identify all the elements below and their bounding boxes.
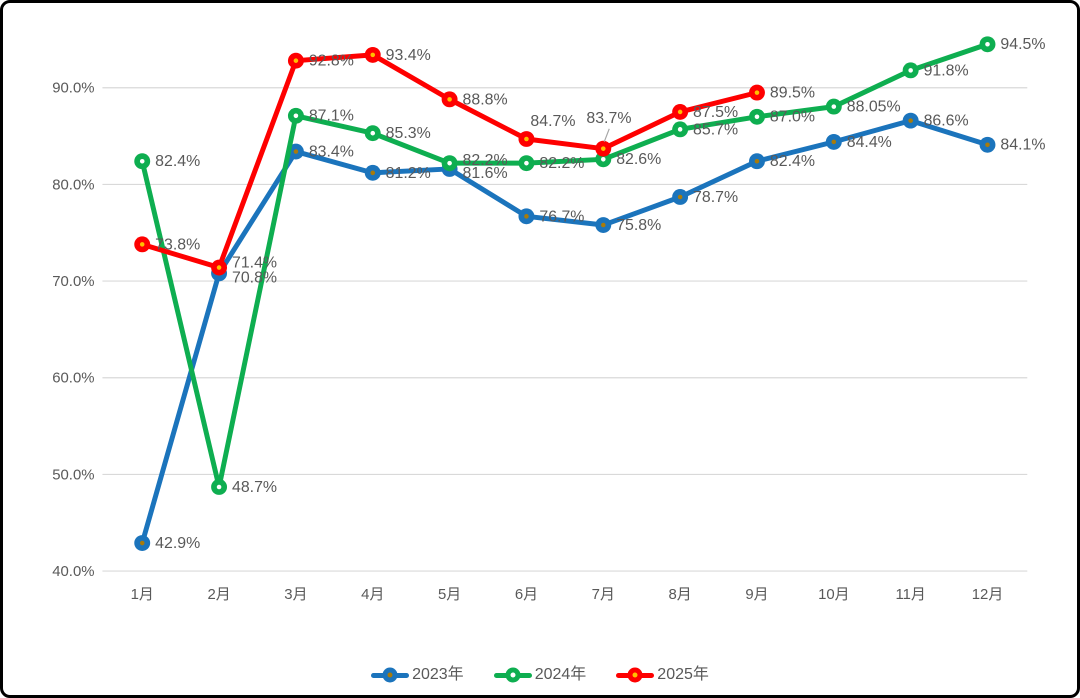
label-leader-line bbox=[603, 128, 610, 142]
data-point-label: 48.7% bbox=[232, 479, 277, 496]
data-point-label: 83.4% bbox=[309, 144, 354, 161]
x-axis-tick-label: 10月 bbox=[818, 587, 849, 603]
legend-item-2025年: 2025年 bbox=[616, 667, 709, 683]
data-point-marker-center bbox=[216, 265, 222, 270]
data-point-marker-center bbox=[524, 160, 529, 166]
data-point-marker-center bbox=[600, 157, 606, 162]
data-point-label: 83.7% bbox=[586, 110, 631, 127]
series-line-2024年 bbox=[139, 41, 990, 490]
data-point-label: 82.6% bbox=[616, 151, 661, 168]
data-point-label: 92.8% bbox=[309, 53, 354, 70]
data-point-marker-center bbox=[293, 58, 299, 63]
data-point-marker-center bbox=[754, 90, 760, 95]
data-point-marker-center bbox=[370, 52, 376, 58]
y-axis-tick-label: 40.0% bbox=[52, 564, 94, 580]
data-point-label: 84.7% bbox=[530, 113, 575, 130]
data-point-label: 76.7% bbox=[539, 208, 584, 225]
data-point-label: 82.4% bbox=[155, 153, 200, 170]
y-axis-tick-label: 60.0% bbox=[52, 371, 94, 387]
chart-legend: 2023年 2024年 2025年 bbox=[3, 667, 1077, 683]
data-point-label: 93.4% bbox=[386, 47, 431, 64]
data-point-marker-center bbox=[447, 160, 452, 166]
y-axis-tick-label: 90.0% bbox=[52, 81, 94, 97]
x-axis-tick-label: 9月 bbox=[745, 587, 768, 603]
data-point-label: 94.5% bbox=[1000, 36, 1045, 53]
legend-line-marker-icon bbox=[371, 667, 410, 683]
data-point-marker-center bbox=[370, 130, 376, 136]
legend-label: 2023年 bbox=[412, 666, 464, 683]
x-axis-tick-label: 1月 bbox=[131, 587, 154, 603]
legend-label: 2024年 bbox=[534, 666, 587, 683]
legend-line-marker-icon bbox=[493, 667, 532, 683]
x-axis-tick-label: 12月 bbox=[972, 587, 1003, 603]
data-point-label: 85.3% bbox=[386, 125, 431, 142]
data-point-label: 81.6% bbox=[463, 165, 508, 182]
data-point-label: 81.2% bbox=[386, 165, 431, 182]
data-point-label: 75.8% bbox=[616, 217, 661, 234]
line-chart: 40.0% 50.0% 60.0% 70.0% 80.0% 90.0% 1月 2月 3月 4月 5月… bbox=[52, 36, 1045, 603]
data-point-label: 87.5% bbox=[693, 104, 738, 121]
data-point-marker-center bbox=[677, 109, 683, 115]
y-axis-tick-label: 80.0% bbox=[52, 177, 94, 193]
legend-label: 2025年 bbox=[657, 666, 709, 683]
data-point-label: 71.4% bbox=[232, 255, 277, 272]
data-point-marker-center bbox=[139, 158, 145, 164]
data-point-label: 73.8% bbox=[155, 236, 200, 253]
data-point-marker-center bbox=[831, 104, 837, 109]
legend-item-2023年: 2023年 bbox=[371, 667, 464, 683]
data-point-label: 84.4% bbox=[847, 134, 892, 151]
data-point-marker-center bbox=[370, 170, 376, 176]
x-axis-tick-label: 11月 bbox=[895, 587, 925, 603]
data-point-label: 82.2% bbox=[539, 155, 584, 172]
data-point-label: 87.1% bbox=[309, 108, 354, 125]
data-point-marker-center bbox=[754, 114, 760, 120]
data-point-marker-center bbox=[600, 146, 606, 151]
y-axis-tick-label: 50.0% bbox=[52, 467, 94, 483]
data-point-marker-center bbox=[677, 194, 683, 200]
data-point-marker-center bbox=[524, 136, 529, 142]
data-point-label: 91.8% bbox=[924, 62, 969, 79]
data-point-marker-center bbox=[524, 214, 529, 219]
data-point-marker-center bbox=[985, 142, 990, 148]
data-point-marker-center bbox=[831, 139, 837, 145]
data-point-label: 88.8% bbox=[463, 91, 508, 108]
data-point-marker-center bbox=[908, 68, 913, 73]
data-point-label: 89.5% bbox=[770, 85, 815, 102]
data-point-label: 78.7% bbox=[693, 189, 738, 206]
data-point-label: 88.05% bbox=[847, 99, 901, 116]
data-point-marker-center bbox=[908, 118, 913, 123]
data-point-label: 82.2% bbox=[463, 152, 508, 169]
data-point-marker-center bbox=[677, 127, 683, 132]
data-point-label: 42.9% bbox=[155, 535, 200, 552]
data-point-marker-center bbox=[985, 41, 990, 47]
y-axis-tick-label: 70.0% bbox=[52, 274, 94, 290]
data-point-marker-center bbox=[293, 149, 299, 154]
data-point-label: 87.0% bbox=[770, 109, 815, 126]
x-axis-tick-label: 3月 bbox=[284, 587, 307, 603]
data-point-label: 85.7% bbox=[693, 121, 738, 138]
data-point-marker-center bbox=[754, 158, 760, 164]
data-point-marker-center bbox=[216, 484, 222, 490]
x-axis-tick-label: 6月 bbox=[515, 587, 538, 603]
legend-item-2024年: 2024年 bbox=[493, 666, 587, 683]
data-point-marker-center bbox=[139, 540, 145, 546]
x-axis-tick-label: 7月 bbox=[592, 587, 615, 603]
data-point-marker-center bbox=[600, 222, 606, 228]
data-point-label: 84.1% bbox=[1000, 137, 1045, 154]
data-point-label: 86.6% bbox=[924, 113, 969, 130]
x-axis-tick-label: 8月 bbox=[669, 587, 692, 603]
x-axis-tick-label: 4月 bbox=[361, 587, 384, 603]
data-point-label: 70.8% bbox=[232, 269, 277, 286]
x-axis-tick-label: 5月 bbox=[438, 587, 461, 603]
data-point-marker-center bbox=[139, 242, 145, 247]
x-axis-tick-label: 2月 bbox=[207, 587, 230, 603]
data-point-marker-center bbox=[293, 113, 299, 119]
legend-line-marker-icon bbox=[616, 667, 655, 683]
data-point-label: 82.4% bbox=[770, 153, 815, 170]
data-point-marker-center bbox=[447, 97, 452, 102]
